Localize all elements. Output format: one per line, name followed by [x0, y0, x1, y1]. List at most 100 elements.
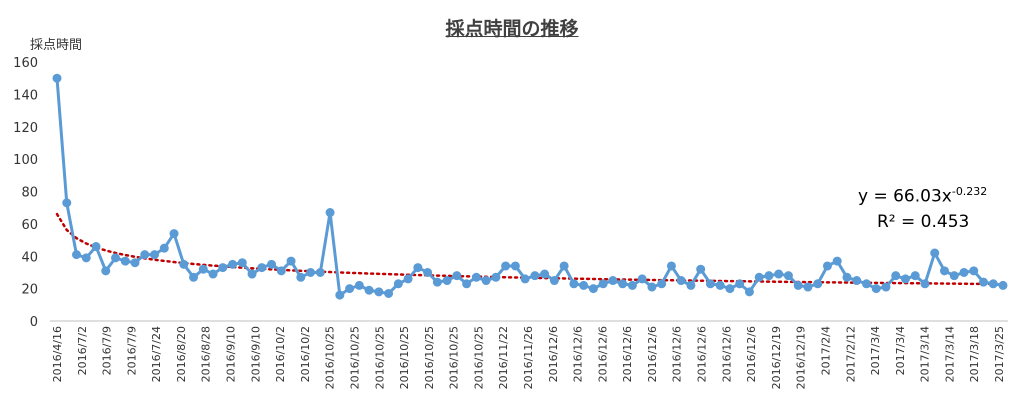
x-tick-label: 2017/3/18: [968, 326, 981, 382]
data-point: [696, 264, 706, 274]
x-tick-label: 2017/3/4: [869, 326, 882, 375]
data-point: [530, 271, 540, 281]
data-point: [335, 290, 345, 300]
data-point: [813, 279, 823, 289]
data-point: [462, 279, 472, 289]
data-point: [676, 276, 686, 286]
data-point: [179, 259, 189, 269]
data-point: [218, 263, 228, 273]
data-point: [783, 271, 793, 281]
y-tick-label: 60: [21, 218, 38, 233]
data-point: [959, 267, 969, 277]
data-point: [286, 256, 296, 266]
data-point: [384, 288, 394, 298]
x-tick-label: 2016/11/22: [497, 326, 510, 389]
data-point: [579, 280, 589, 290]
y-tick-label: 20: [21, 283, 38, 298]
data-point: [442, 276, 452, 286]
data-point: [939, 266, 949, 276]
data-point: [715, 280, 725, 290]
data-point: [637, 274, 647, 284]
x-tick-label: 2016/12/19: [770, 326, 783, 389]
x-tick-label: 2016/10/25: [398, 326, 411, 389]
data-point: [666, 261, 676, 271]
data-point: [150, 250, 160, 260]
data-point: [62, 198, 72, 208]
data-point: [276, 266, 286, 276]
data-point: [803, 282, 813, 292]
data-point: [257, 263, 267, 273]
data-point: [920, 279, 930, 289]
x-tick-label: 2016/10/25: [448, 326, 461, 389]
data-point: [91, 242, 101, 252]
data-point: [881, 282, 891, 292]
y-tick-label: 40: [21, 250, 38, 265]
trendline-equation: y = 66.03x-0.232: [858, 185, 987, 207]
x-tick-label: 2016/12/6: [547, 326, 560, 382]
chart-title: 採点時間の推移: [445, 18, 579, 40]
data-point: [198, 264, 208, 274]
x-tick-label: 2016/12/6: [745, 326, 758, 382]
x-tick-label: 2016/7/9: [125, 326, 138, 375]
data-point: [930, 248, 940, 258]
data-point: [793, 280, 803, 290]
trendline-equation-base: y = 66.03x: [858, 186, 952, 207]
data-point: [345, 284, 355, 294]
data-point: [130, 258, 140, 268]
data-point: [978, 277, 988, 287]
x-tick-label: 2016/12/6: [572, 326, 585, 382]
data-point: [481, 276, 491, 286]
data-point: [471, 272, 481, 282]
data-point: [169, 229, 179, 239]
x-tick-label: 2017/3/25: [993, 326, 1006, 382]
data-point: [228, 259, 238, 269]
x-tick-label: 2016/11/26: [522, 326, 535, 389]
data-point: [520, 274, 530, 284]
data-point: [725, 284, 735, 294]
x-tick-label: 2016/10/2: [274, 326, 287, 382]
data-point: [891, 271, 901, 281]
data-point: [832, 256, 842, 266]
data-point: [861, 279, 871, 289]
data-point: [910, 271, 920, 281]
data-point: [647, 282, 657, 292]
y-tick-label: 120: [13, 121, 38, 136]
x-tick-label: 2016/10/25: [423, 326, 436, 389]
data-point: [374, 287, 384, 297]
data-point: [354, 280, 364, 290]
data-point: [686, 280, 696, 290]
x-tick-label: 2016/7/9: [101, 326, 114, 375]
data-point: [189, 272, 199, 282]
x-tick-label: 2016/9/10: [225, 326, 238, 382]
data-point: [540, 269, 550, 279]
data-point: [101, 266, 111, 276]
data-point: [822, 261, 832, 271]
x-tick-label: 2017/2/12: [844, 326, 857, 382]
x-tick-label: 2016/10/25: [348, 326, 361, 389]
x-tick-label: 2016/7/24: [150, 326, 163, 382]
data-point: [618, 279, 628, 289]
data-point: [423, 267, 433, 277]
x-tick-label: 2016/12/19: [795, 326, 808, 389]
data-point: [510, 261, 520, 271]
data-point: [413, 263, 423, 273]
trendline-r2: R² = 0.453: [877, 212, 970, 232]
data-point: [754, 272, 764, 282]
data-point: [627, 280, 637, 290]
data-point: [998, 280, 1008, 290]
data-point: [988, 279, 998, 289]
data-point: [842, 272, 852, 282]
data-point: [744, 287, 754, 297]
x-tick-label: 2016/10/2: [299, 326, 312, 382]
data-point: [871, 284, 881, 294]
data-point: [900, 274, 910, 284]
x-tick-label: 2017/3/14: [943, 326, 956, 382]
x-tick-label: 2016/12/6: [720, 326, 733, 382]
data-point: [120, 256, 130, 266]
y-tick-label: 80: [21, 186, 38, 201]
data-point: [159, 243, 169, 253]
x-tick-label: 2016/12/6: [646, 326, 659, 382]
data-point: [452, 271, 462, 281]
